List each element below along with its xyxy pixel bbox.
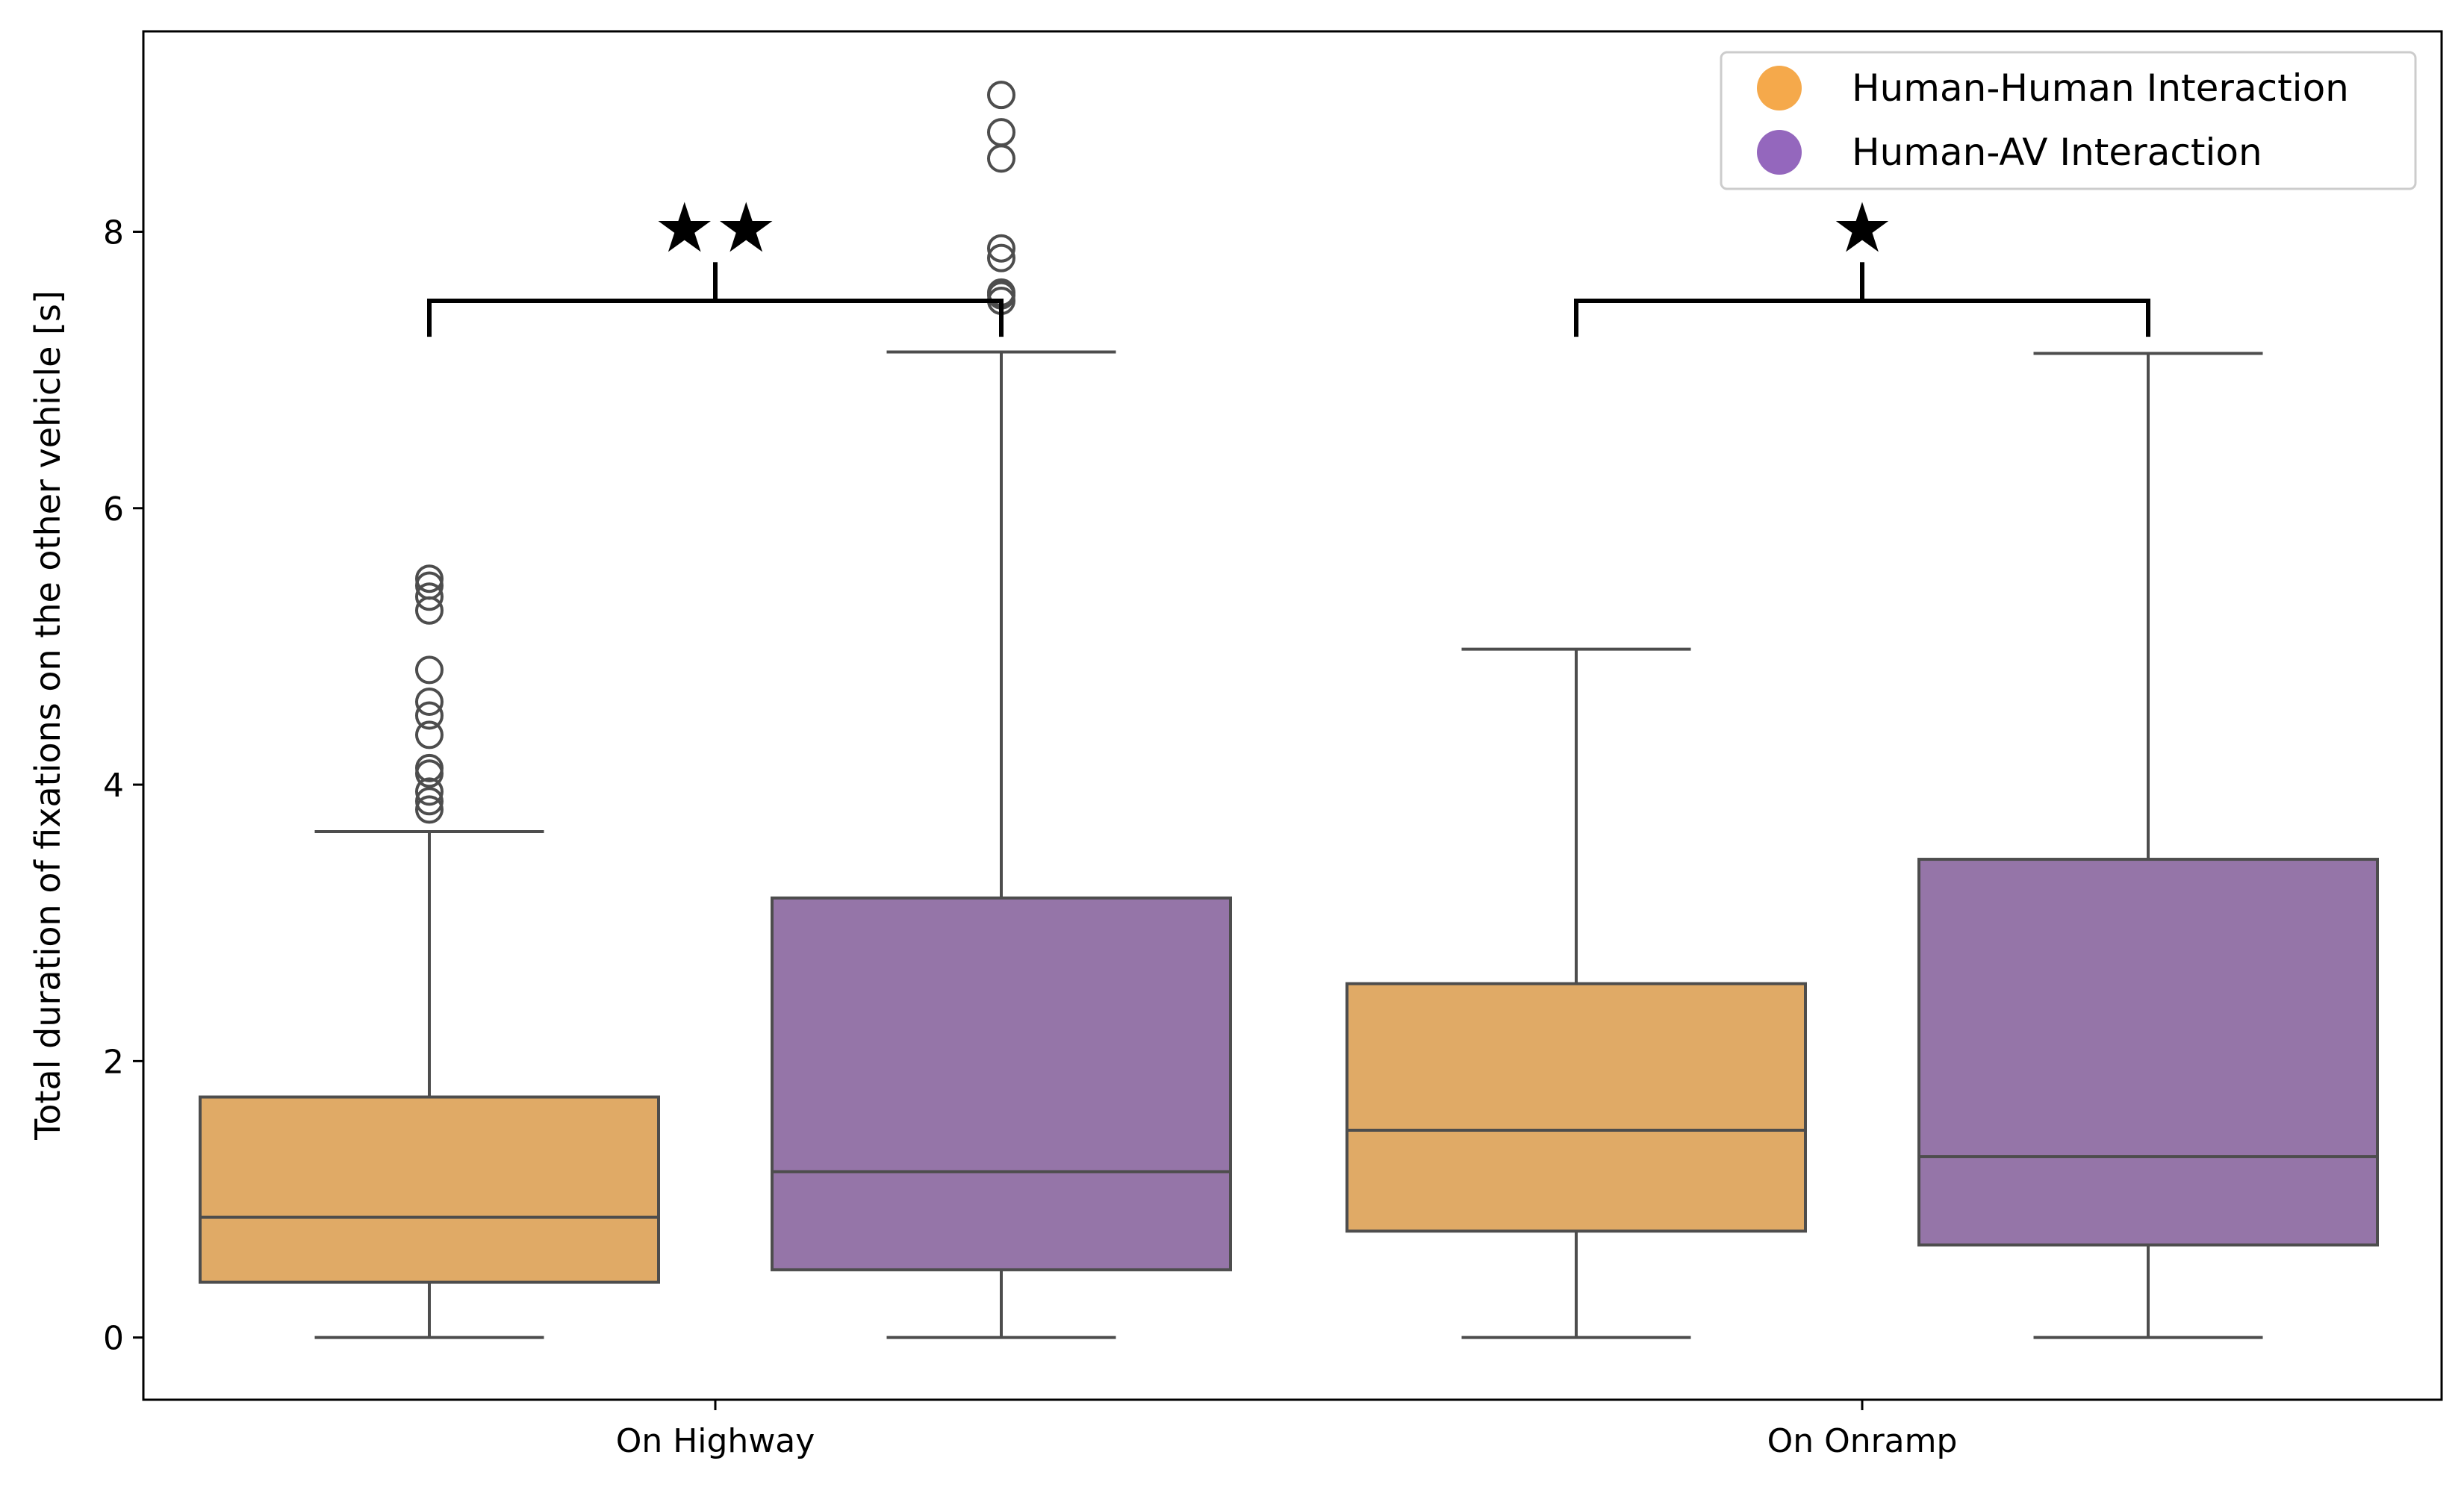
axes: 0 2 4 6 8 On Highway On Onramp xyxy=(103,214,1957,1460)
x-tick-label: On Onramp xyxy=(1767,1422,1958,1460)
box-iqr xyxy=(1917,858,2379,1247)
y-tick-label: 6 xyxy=(103,490,124,529)
x-tick-label: On Highway xyxy=(616,1422,815,1460)
box-iqr xyxy=(1345,982,1807,1233)
box-group xyxy=(199,564,660,1339)
box-group xyxy=(1345,647,1807,1339)
box-iqr xyxy=(199,1095,660,1284)
outlier-point xyxy=(415,795,444,824)
y-axis-label: Total duration of fixations on the other… xyxy=(28,290,68,1141)
box-group xyxy=(1917,352,2379,1339)
outlier-point xyxy=(987,234,1015,263)
legend: Human-Human Interaction Human-AV Interact… xyxy=(1720,51,2417,190)
box-iqr xyxy=(771,896,1232,1271)
significance-stars: ★★ xyxy=(654,188,777,268)
legend-marker xyxy=(1757,130,1802,175)
box-group xyxy=(771,81,1232,1339)
y-tick-label: 4 xyxy=(103,767,124,805)
outlier-point xyxy=(415,720,444,750)
outlier-point xyxy=(415,787,444,816)
legend-box xyxy=(1720,51,2417,190)
outlier-point xyxy=(415,582,444,611)
outlier-point xyxy=(415,753,444,782)
outlier-point xyxy=(415,777,444,806)
outlier-point xyxy=(987,81,1015,110)
significance-bracket: ★ xyxy=(1574,188,2150,337)
outlier-point xyxy=(987,243,1015,272)
axes-frame xyxy=(142,30,2443,1401)
outlier-point xyxy=(415,564,444,593)
outlier-point xyxy=(415,655,444,685)
y-tick-label: 8 xyxy=(103,214,124,252)
y-tick-label: 2 xyxy=(103,1043,124,1081)
outlier-point xyxy=(987,118,1015,147)
outlier-point xyxy=(415,687,444,716)
legend-label: Human-AV Interaction xyxy=(1852,131,2262,174)
legend-marker xyxy=(1757,66,1802,110)
y-tick-label: 0 xyxy=(103,1320,124,1358)
significance-stars: ★ xyxy=(1832,188,1893,268)
outlier-point xyxy=(415,701,444,730)
plot-area: ★★ ★ xyxy=(199,81,2379,1339)
legend-label: Human-Human Interaction xyxy=(1852,66,2349,110)
outlier-point xyxy=(415,571,444,600)
significance-bracket: ★★ xyxy=(427,188,1004,337)
